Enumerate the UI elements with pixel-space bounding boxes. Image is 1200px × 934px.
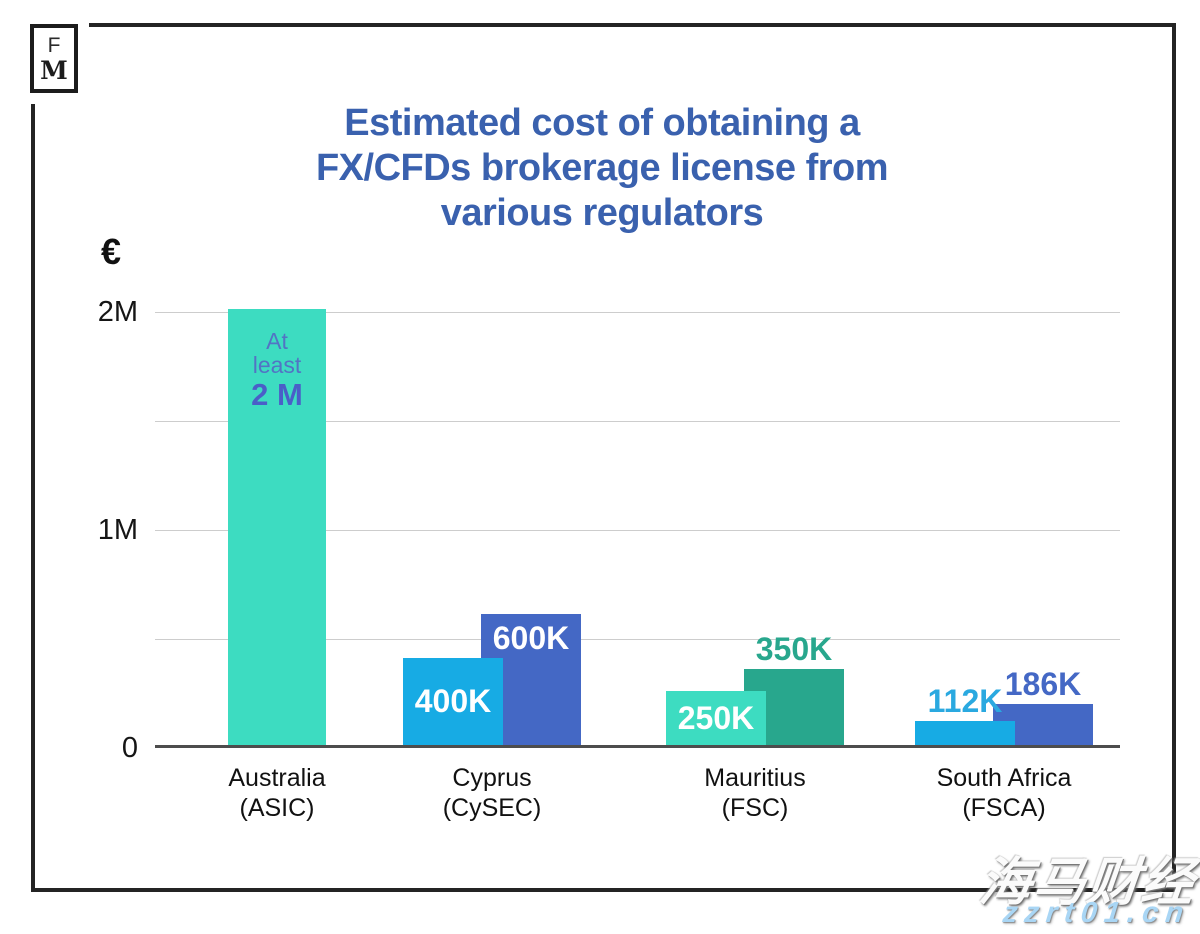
bar-south-africa-1	[915, 720, 1015, 745]
fm-logo: F M	[30, 24, 78, 93]
bar-value-label-350K: 350K	[755, 630, 833, 667]
bar-australia-1: At least 2 M	[228, 309, 326, 745]
chart-title-line-2: FX/CFDs brokerage license from	[315, 147, 889, 189]
regulator-name: (ASIC)	[239, 794, 315, 822]
bar-value-label-250K: 250K	[677, 699, 755, 736]
gridline-500000	[155, 639, 1120, 640]
chart-title-line-3: various regulators	[440, 192, 764, 234]
bar-annotation-small-line: least	[252, 352, 302, 378]
x-axis-label-australia: Australia (ASIC)	[127, 763, 427, 823]
category-name: South Africa	[936, 764, 1072, 792]
category-name: Mauritius	[704, 764, 806, 792]
bar-value-label-112K: 112K	[927, 682, 1003, 719]
gridline-1500000	[155, 421, 1120, 422]
bar-mauritius-1: 250K	[666, 690, 766, 745]
bar-value-label-186K: 186K	[1004, 666, 1082, 703]
category-name: Australia	[228, 764, 326, 792]
currency-axis-label: €	[101, 231, 122, 272]
y-tick-label-0: 0	[121, 732, 138, 764]
bar-annotation-small-line: At	[266, 328, 288, 354]
chart-title-line-1: Estimated cost of obtaining a	[344, 102, 860, 144]
bar-cyprus-1: 400K	[403, 657, 503, 745]
watermark-url-text: zzrt01.cn	[1001, 897, 1192, 929]
chart-frame-border	[31, 23, 1176, 892]
chart-title: Estimated cost of obtaining a FX/CFDs br…	[0, 101, 1200, 236]
plot-area: At least 2 M 400K 600K 250K 350K 112K 186K	[155, 309, 1120, 748]
logo-letter-f: F	[47, 33, 61, 57]
category-name: Cyprus	[452, 764, 532, 792]
bar-annotation: At least 2 M	[228, 329, 326, 412]
x-axis-label-mauritius: Mauritius (FSC)	[605, 763, 905, 823]
regulator-name: (FSCA)	[962, 794, 1046, 822]
y-tick-label-1M: 1M	[97, 514, 138, 546]
gridline-1000000	[155, 530, 1120, 531]
logo-letter-m: M	[40, 55, 68, 85]
bar-annotation-value: 2 M	[251, 377, 303, 412]
x-axis-label-cyprus: Cyprus (CySEC)	[342, 763, 642, 823]
gridline-2000000	[155, 312, 1120, 313]
regulator-name: (FSC)	[721, 794, 789, 822]
bar-value-label-600K: 600K	[492, 620, 570, 657]
x-axis-label-south-africa: South Africa (FSCA)	[854, 763, 1154, 823]
bar-value-label-400K: 400K	[414, 683, 492, 720]
regulator-name: (CySEC)	[442, 794, 542, 822]
y-tick-label-2M: 2M	[97, 296, 138, 328]
